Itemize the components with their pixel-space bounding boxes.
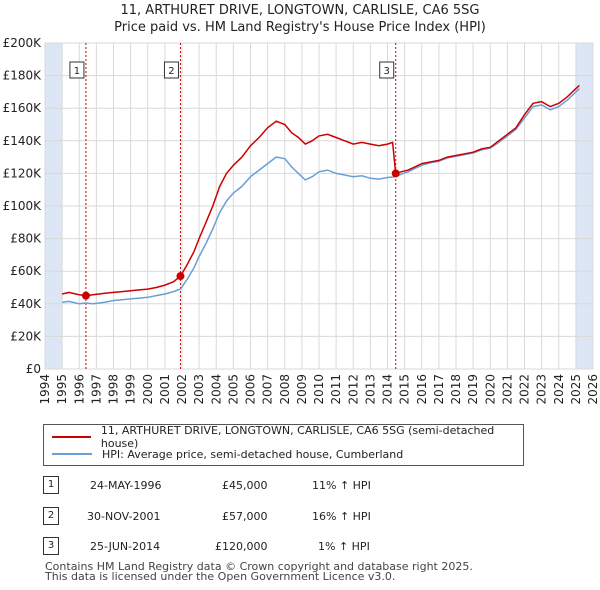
y-tick-label: £160K <box>3 101 43 115</box>
chart-legend: 11, ARTHURET DRIVE, LONGTOWN, CARLISLE, … <box>43 424 524 466</box>
sale-label-box <box>69 61 85 79</box>
sale-label-number: 3 <box>384 66 390 77</box>
sale-row: 3 25-JUN-2014 £120,000 1% ↑ HPI <box>0 537 600 557</box>
legend-swatch-property <box>52 436 91 438</box>
footer-licence: This data is licensed under the Open Gov… <box>45 570 396 583</box>
sale-label-box <box>163 61 179 79</box>
sale-point <box>176 272 185 281</box>
x-tick-label: 1996 <box>72 374 86 405</box>
x-tick-label: 1994 <box>38 374 52 405</box>
legend-label-hpi: HPI: Average price, semi-detached house,… <box>102 447 404 461</box>
sale-number-badge: 3 <box>43 537 59 555</box>
y-tick-label: £0 <box>26 362 41 376</box>
x-tick-label: 2010 <box>312 374 326 405</box>
sale-label-box <box>379 61 395 79</box>
x-tick-label: 2013 <box>363 374 377 405</box>
legend-item-hpi: HPI: Average price, semi-detached house,… <box>52 446 403 462</box>
x-tick-label: 2011 <box>329 374 343 405</box>
y-tick-label: £120K <box>3 166 43 180</box>
x-tick-label: 2025 <box>569 374 583 405</box>
y-tick-label: £80K <box>10 232 42 246</box>
sale-hpi-diff: 16% ↑ HPI <box>312 510 371 523</box>
x-tick-label: 2007 <box>261 374 275 405</box>
x-tick-label: 2019 <box>466 374 480 405</box>
x-tick-label: 1998 <box>107 374 121 405</box>
x-tick-label: 2004 <box>209 374 223 405</box>
footer-copyright: Contains HM Land Registry data © Crown c… <box>45 560 473 573</box>
y-tick-label: £140K <box>3 134 43 148</box>
hpi-series-line <box>62 88 580 305</box>
x-tick-label: 2018 <box>449 374 463 405</box>
x-tick-label: 2012 <box>346 374 360 405</box>
x-tick-label: 2009 <box>295 374 309 405</box>
sale-price: £57,000 <box>222 510 268 523</box>
x-tick-label: 1995 <box>55 374 69 405</box>
sale-date: 24-MAY-1996 <box>90 479 162 492</box>
x-tick-label: 2014 <box>381 374 395 405</box>
y-tick-label: £40K <box>10 297 42 311</box>
y-tick-label: £180K <box>3 69 43 83</box>
x-tick-label: 2016 <box>415 374 429 405</box>
x-tick-label: 2024 <box>552 374 566 405</box>
sale-hpi-diff: 11% ↑ HPI <box>312 479 371 492</box>
sale-point <box>391 169 400 178</box>
x-tick-label: 1997 <box>89 374 103 405</box>
sale-label-number: 2 <box>168 66 174 77</box>
x-tick-label: 2021 <box>500 374 514 405</box>
y-tick-label: £200K <box>3 36 43 50</box>
sale-row: 1 24-MAY-1996 £45,000 11% ↑ HPI <box>0 476 600 496</box>
property-series-line <box>61 84 580 297</box>
x-tick-label: 1999 <box>124 374 138 405</box>
chart-title-line2: Price paid vs. HM Land Registry's House … <box>114 20 486 35</box>
x-tick-label: 2006 <box>244 374 258 405</box>
y-tick-label: £20K <box>10 329 42 343</box>
x-tick-label: 2000 <box>141 374 155 405</box>
sale-price: £120,000 <box>215 540 268 553</box>
sale-price: £45,000 <box>222 479 268 492</box>
x-tick-label: 2003 <box>192 374 206 405</box>
legend-label-property: 11, ARTHURET DRIVE, LONGTOWN, CARLISLE, … <box>100 424 495 450</box>
sale-date: 25-JUN-2014 <box>90 540 161 553</box>
legend-swatch-hpi <box>52 453 92 455</box>
sale-row: 2 30-NOV-2001 £57,000 16% ↑ HPI <box>0 507 600 527</box>
x-tick-label: 2015 <box>398 374 412 405</box>
chart-title-line1: 11, ARTHURET DRIVE, LONGTOWN, CARLISLE, … <box>120 3 480 18</box>
x-tick-label: 2017 <box>432 374 446 405</box>
x-tick-label: 2001 <box>158 374 172 405</box>
x-tick-label: 2008 <box>278 374 292 405</box>
sale-label-number: 1 <box>74 66 80 77</box>
x-tick-label: 2002 <box>175 374 189 405</box>
x-tick-label: 2020 <box>483 374 497 405</box>
price-chart: £0 £20K £40K £60K £80K £100K £120K £140K £160K £1… <box>3 36 600 405</box>
x-tick-label: 2005 <box>226 374 240 405</box>
sale-number-badge: 1 <box>43 476 59 494</box>
x-tick-label: 2022 <box>518 374 532 405</box>
y-tick-label: £60K <box>10 264 42 278</box>
sale-hpi-diff: 1% ↑ HPI <box>318 540 370 553</box>
y-tick-label: £100K <box>3 199 43 213</box>
sale-point <box>81 291 90 300</box>
x-tick-label: 2026 <box>586 374 600 405</box>
legend-item-property: 11, ARTHURET DRIVE, LONGTOWN, CARLISLE, … <box>52 424 523 450</box>
x-tick-label: 2023 <box>535 374 549 405</box>
sale-date: 30-NOV-2001 <box>87 510 161 523</box>
sale-number-badge: 2 <box>43 507 59 525</box>
